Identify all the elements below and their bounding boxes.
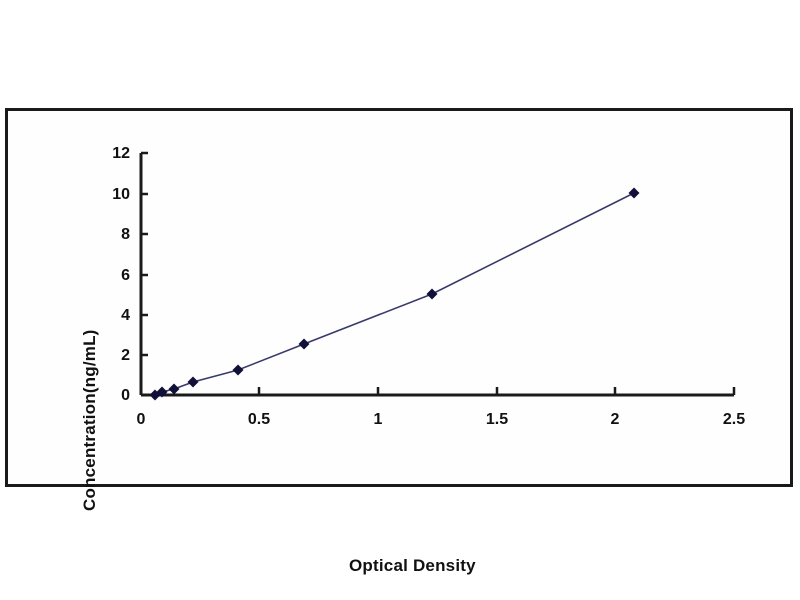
- series-line-standard-curve: [154, 192, 635, 396]
- x-tick-label: 0.5: [247, 411, 271, 428]
- x-tick-label: 2: [610, 411, 620, 428]
- data-point-marker: [298, 338, 310, 350]
- series-markers-standard-curve: [149, 187, 640, 401]
- x-tick-label: 1.5: [485, 411, 509, 428]
- y-tick-label: 4: [121, 307, 130, 324]
- standard-curve-plot: [139, 151, 736, 401]
- data-point-marker: [156, 386, 168, 398]
- y-tick-label: 6: [121, 267, 130, 284]
- y-tick-label: 0: [121, 387, 130, 404]
- y-tick-label: 10: [112, 186, 130, 203]
- data-point-marker: [628, 187, 640, 199]
- y-tick-label: 2: [121, 347, 130, 364]
- x-tick-label: 1: [373, 411, 383, 428]
- data-point-marker: [426, 288, 438, 300]
- x-axis-ticks: [139, 387, 736, 395]
- data-point-marker: [168, 383, 180, 395]
- y-axis-title: Concentration(ng/mL): [80, 329, 99, 511]
- data-point-marker: [232, 364, 244, 376]
- y-tick-label: 12: [112, 145, 130, 162]
- data-point-marker: [187, 376, 199, 388]
- x-tick-label: 0: [136, 411, 146, 428]
- y-tick-label: 8: [121, 226, 130, 243]
- x-axis-title: Optical Density: [349, 556, 476, 575]
- x-tick-label: 2.5: [722, 411, 746, 428]
- chart-figure-frame: 12 10 8 6 4 2 0 0 0.5 1 1.5 2 2.5 Concen…: [5, 108, 793, 575]
- axis-spines: [139, 153, 734, 397]
